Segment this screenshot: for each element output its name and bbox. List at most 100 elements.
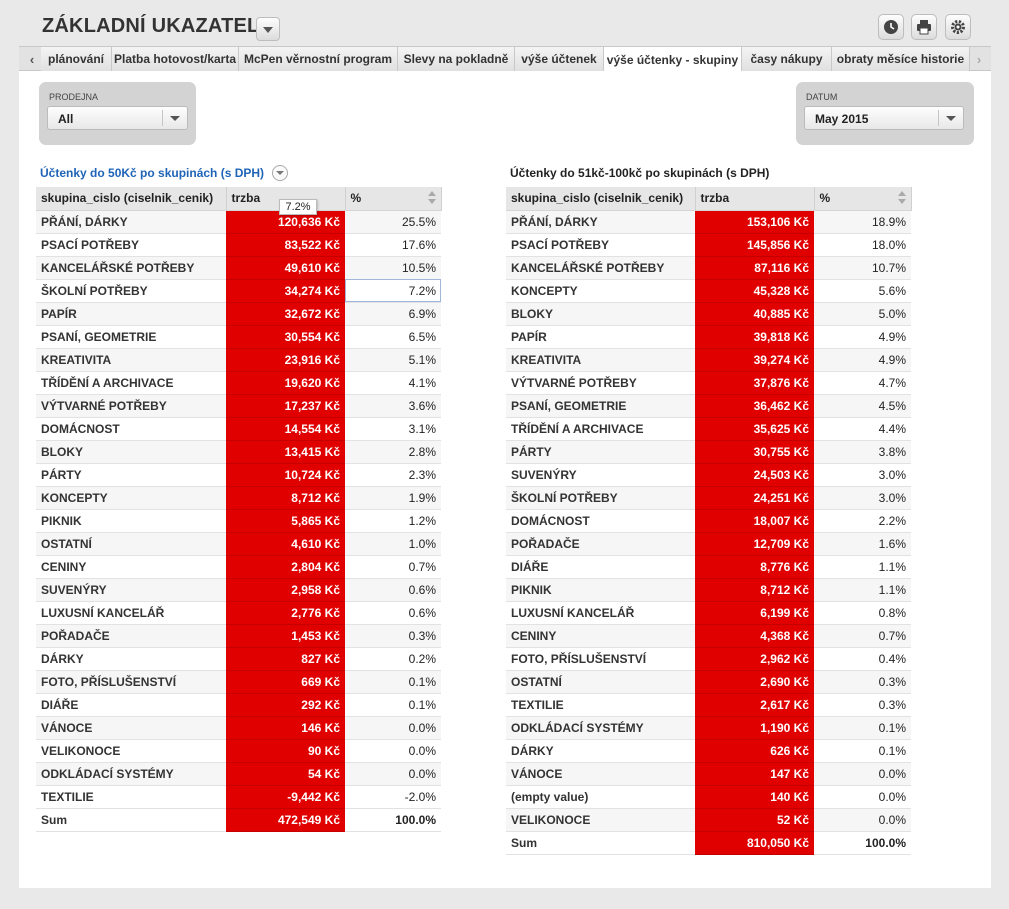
percent-cell[interactable]: 18.9%	[814, 210, 911, 234]
group-name-cell[interactable]: ODKLÁDACÍ SYSTÉMY	[36, 762, 226, 786]
sort-icon[interactable]	[427, 191, 436, 205]
prodejna-select[interactable]: All	[47, 106, 188, 130]
group-name-cell[interactable]: SUVENÝRY	[506, 463, 695, 487]
group-name-cell[interactable]: KANCELÁŘSKÉ POTŘEBY	[506, 256, 695, 280]
group-name-cell[interactable]: OSTATNÍ	[506, 670, 695, 694]
trzba-cell[interactable]: 292 Kč	[226, 693, 345, 717]
trzba-cell[interactable]: 32,672 Kč	[226, 302, 345, 326]
group-name-cell[interactable]: KONCEPTY	[36, 486, 226, 510]
group-name-cell[interactable]: DÁRKY	[506, 739, 695, 763]
trzba-cell[interactable]: 2,958 Kč	[226, 578, 345, 602]
group-name-cell[interactable]: LUXUSNÍ KANCELÁŘ	[506, 601, 695, 625]
trzba-cell[interactable]: 8,712 Kč	[226, 486, 345, 510]
trzba-cell[interactable]: 30,554 Kč	[226, 325, 345, 349]
trzba-cell[interactable]: 36,462 Kč	[695, 394, 814, 418]
trzba-cell[interactable]: 24,503 Kč	[695, 463, 814, 487]
group-name-cell[interactable]: (empty value)	[506, 785, 695, 809]
group-name-cell[interactable]: KONCEPTY	[506, 279, 695, 303]
tab-vyse-uctenky-skupiny[interactable]: výše účtenky - skupiny	[604, 47, 742, 72]
percent-cell[interactable]: 1.6%	[814, 532, 911, 556]
percent-cell[interactable]: 4.4%	[814, 417, 911, 441]
group-name-cell[interactable]: TEXTILIE	[506, 693, 695, 717]
percent-cell[interactable]: 0.7%	[345, 555, 441, 579]
percent-cell[interactable]: 0.1%	[345, 693, 441, 717]
percent-cell[interactable]: 0.0%	[345, 739, 441, 763]
tab-vyse-uctenek[interactable]: výše účtenek	[515, 47, 604, 71]
trzba-cell[interactable]: 35,625 Kč	[695, 417, 814, 441]
percent-cell[interactable]: 3.0%	[814, 463, 911, 487]
percent-cell[interactable]: 0.1%	[814, 739, 911, 763]
trzba-cell[interactable]: 30,755 Kč	[695, 440, 814, 464]
percent-cell[interactable]: 1.2%	[345, 509, 441, 533]
percent-cell[interactable]: 4.9%	[814, 348, 911, 372]
group-name-cell[interactable]: PIKNIK	[36, 509, 226, 533]
trzba-cell[interactable]: 2,962 Kč	[695, 647, 814, 671]
trzba-cell[interactable]: 6,199 Kč	[695, 601, 814, 625]
trzba-cell[interactable]: 45,328 Kč	[695, 279, 814, 303]
group-name-cell[interactable]: OSTATNÍ	[36, 532, 226, 556]
group-name-cell[interactable]: PSANÍ, GEOMETRIE	[36, 325, 226, 349]
trzba-cell[interactable]: 14,554 Kč	[226, 417, 345, 441]
trzba-cell[interactable]: 2,690 Kč	[695, 670, 814, 694]
percent-cell[interactable]: 1.1%	[814, 555, 911, 579]
percent-cell[interactable]: 18.0%	[814, 233, 911, 257]
trzba-cell[interactable]: 54 Kč	[226, 762, 345, 786]
group-name-cell[interactable]: CENINY	[506, 624, 695, 648]
trzba-cell[interactable]: 810,050 Kč	[695, 831, 814, 855]
trzba-cell[interactable]: 120,636 Kč	[226, 210, 345, 234]
group-name-cell[interactable]: PŘÁNÍ, DÁRKY	[36, 210, 226, 234]
trzba-cell[interactable]: 23,916 Kč	[226, 348, 345, 372]
tab-obraty[interactable]: obraty měsíce historie	[832, 47, 970, 71]
group-name-cell[interactable]: KREATIVITA	[36, 348, 226, 372]
tab-casy-nakupy[interactable]: časy nákupy	[742, 47, 832, 71]
percent-cell[interactable]: 1.0%	[345, 532, 441, 556]
percent-cell[interactable]: 4.5%	[814, 394, 911, 418]
group-name-cell[interactable]: KREATIVITA	[506, 348, 695, 372]
trzba-cell[interactable]: 12,709 Kč	[695, 532, 814, 556]
percent-cell[interactable]: 0.3%	[345, 624, 441, 648]
group-name-cell[interactable]: PSACÍ POTŘEBY	[36, 233, 226, 257]
trzba-cell[interactable]: 10,724 Kč	[226, 463, 345, 487]
trzba-cell[interactable]: 827 Kč	[226, 647, 345, 671]
group-name-cell[interactable]: POŘADAČE	[36, 624, 226, 648]
column-header-skupina[interactable]: skupina_cislo (ciselnik_cenik)	[506, 187, 696, 211]
group-name-cell[interactable]: VELIKONOCE	[506, 808, 695, 832]
percent-cell[interactable]: 0.3%	[814, 693, 911, 717]
group-name-cell[interactable]: TŘÍDĚNÍ A ARCHIVACE	[36, 371, 226, 395]
trzba-cell[interactable]: 17,237 Kč	[226, 394, 345, 418]
group-name-cell[interactable]: CENINY	[36, 555, 226, 579]
percent-cell[interactable]: 3.8%	[814, 440, 911, 464]
trzba-cell[interactable]: 13,415 Kč	[226, 440, 345, 464]
group-name-cell[interactable]: BLOKY	[506, 302, 695, 326]
percent-cell[interactable]: 5.0%	[814, 302, 911, 326]
group-name-cell[interactable]: VÝTVARNÉ POTŘEBY	[36, 394, 226, 418]
percent-cell[interactable]: 0.3%	[814, 670, 911, 694]
title-menu-button[interactable]	[256, 17, 280, 41]
trzba-cell[interactable]: 140 Kč	[695, 785, 814, 809]
percent-cell[interactable]: 4.9%	[814, 325, 911, 349]
trzba-cell[interactable]: 2,617 Kč	[695, 693, 814, 717]
percent-cell[interactable]: 0.1%	[345, 670, 441, 694]
group-name-cell[interactable]: ŠKOLNÍ POTŘEBY	[36, 279, 226, 303]
group-name-cell[interactable]: PAPÍR	[36, 302, 226, 326]
group-name-cell[interactable]: VELIKONOCE	[36, 739, 226, 763]
percent-cell[interactable]: 6.9%	[345, 302, 441, 326]
percent-cell[interactable]: 0.0%	[814, 762, 911, 786]
group-name-cell[interactable]: Sum	[506, 831, 695, 855]
settings-button[interactable]	[945, 14, 971, 40]
left-table-menu-button[interactable]	[272, 165, 288, 181]
print-button[interactable]	[911, 14, 937, 40]
percent-cell[interactable]: 3.0%	[814, 486, 911, 510]
column-header-percent[interactable]: %	[814, 187, 912, 211]
trzba-cell[interactable]: 39,818 Kč	[695, 325, 814, 349]
trzba-cell[interactable]: 4,610 Kč	[226, 532, 345, 556]
group-name-cell[interactable]: VÁNOCE	[36, 716, 226, 740]
percent-cell[interactable]: 5.1%	[345, 348, 441, 372]
group-name-cell[interactable]: PIKNIK	[506, 578, 695, 602]
percent-cell[interactable]: 6.5%	[345, 325, 441, 349]
percent-cell[interactable]: 2.3%	[345, 463, 441, 487]
trzba-cell[interactable]: 49,610 Kč	[226, 256, 345, 280]
percent-cell[interactable]: 0.0%	[345, 762, 441, 786]
percent-cell[interactable]: 0.0%	[814, 808, 911, 832]
trzba-cell[interactable]: 18,007 Kč	[695, 509, 814, 533]
